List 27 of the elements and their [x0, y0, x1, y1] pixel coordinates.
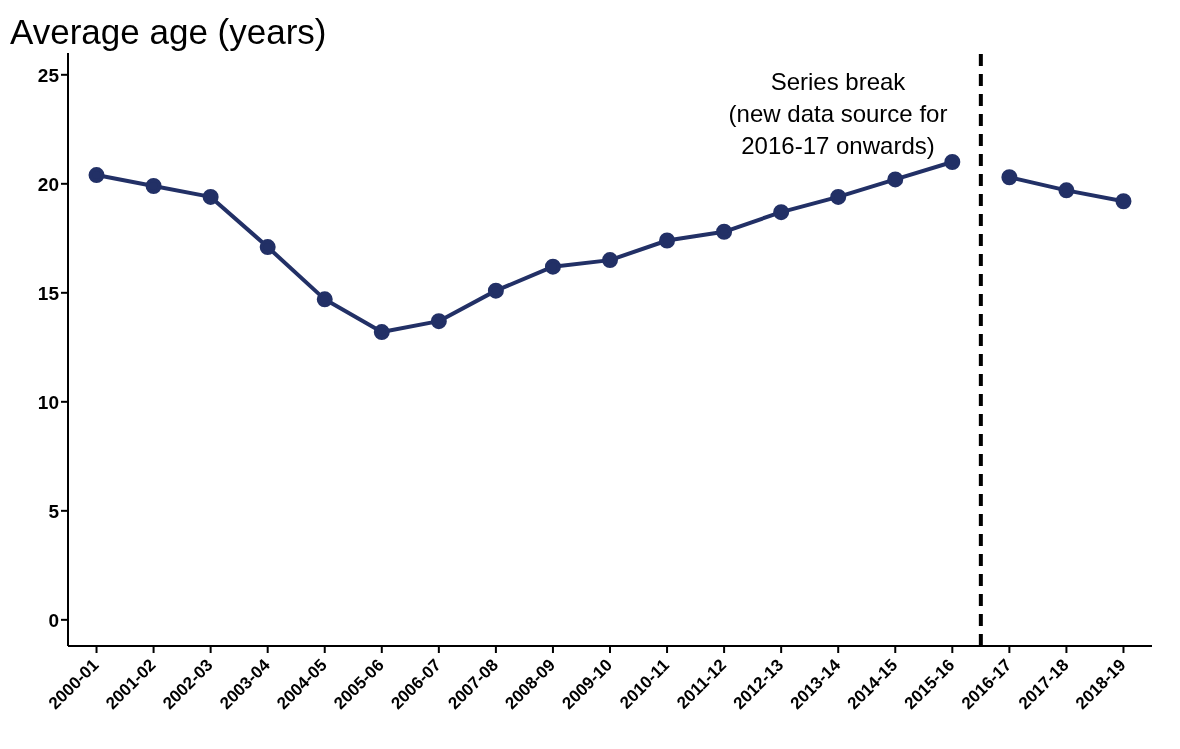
point: [659, 232, 676, 249]
point: [1058, 182, 1075, 199]
y-tick-label: 25: [37, 64, 60, 86]
y-tick-label: 0: [48, 609, 59, 631]
y-tick-label: 15: [37, 282, 60, 304]
point: [602, 252, 618, 269]
y-axis-title: Average age (years): [10, 12, 327, 52]
point: [716, 223, 733, 240]
point: [887, 171, 904, 188]
point: [88, 167, 105, 184]
y-tick-label: 20: [37, 173, 59, 195]
point: [202, 188, 219, 205]
point: [145, 177, 162, 194]
point: [1001, 169, 1018, 186]
point: [316, 291, 333, 308]
point: [944, 154, 961, 171]
point: [487, 282, 504, 299]
y-tick-label: 5: [48, 500, 60, 522]
point: [259, 239, 276, 256]
point: [430, 313, 447, 330]
point: [1115, 193, 1132, 210]
point: [830, 188, 847, 205]
annotation: Series break (new data source for 2016-17 onwards): [727, 67, 949, 161]
point: [773, 204, 790, 221]
y-tick-label: 10: [37, 391, 59, 413]
point: [544, 258, 561, 275]
point: [373, 324, 390, 341]
